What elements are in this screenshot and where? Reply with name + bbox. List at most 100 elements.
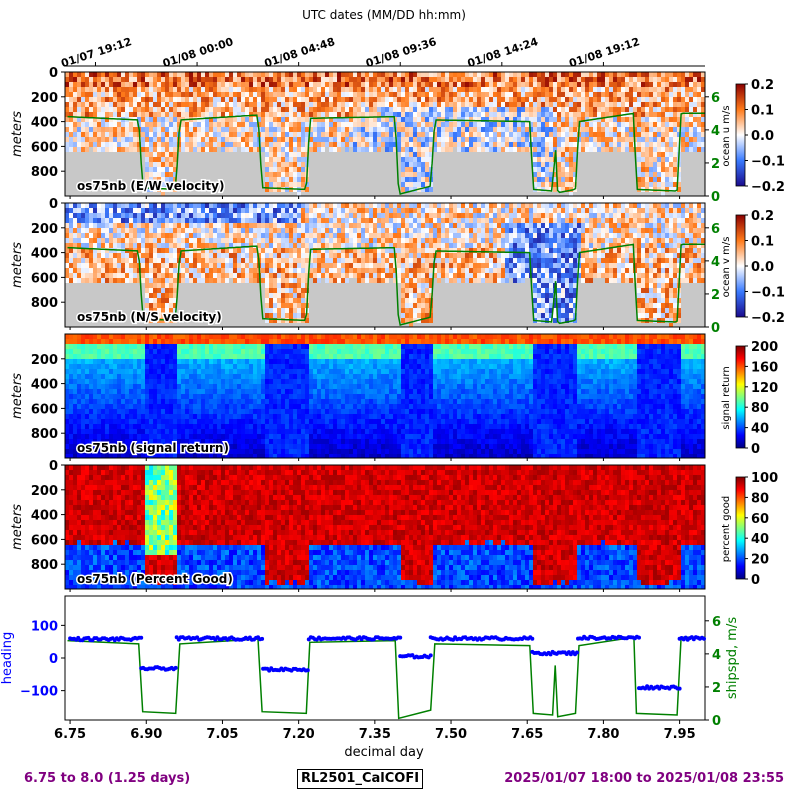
footer-day-range: 6.75 to 8.0 (1.25 days) <box>24 771 190 786</box>
pg-colorbar-label: percent good <box>721 496 732 562</box>
u-ytick-label: 400 <box>31 116 58 131</box>
v-ytick-label: 0 <box>49 197 58 212</box>
amp-colorbar-label: signal return <box>721 366 732 429</box>
pg-ytick-label: 800 <box>31 558 58 573</box>
pg-colorbar-tick: 0 <box>751 573 760 588</box>
u-colorbar-tick: 0.0 <box>751 129 774 144</box>
amp-panel-label: os75nb (signal return) <box>77 441 229 455</box>
u-colorbar-tick: 0.2 <box>751 78 774 93</box>
v-right-tick-label: 4 <box>711 255 720 270</box>
pg-colorbar-tick: 80 <box>751 491 769 506</box>
v-right-tick-label: 6 <box>711 222 720 237</box>
top-date-tick-label: 01/08 04:48 <box>263 35 337 70</box>
shipspd-tick-label: 6 <box>712 615 721 630</box>
pg-colorbar-tick: 100 <box>751 471 778 486</box>
nav-xtick-label: 7.05 <box>206 727 238 742</box>
pg-ytick-label: 400 <box>31 509 58 524</box>
heading-point <box>260 637 264 641</box>
heading-point <box>139 636 143 640</box>
top-date-tick-label: 01/07 19:12 <box>59 35 133 70</box>
u-ytick-label: 200 <box>31 91 58 106</box>
u-right-tick-label: 2 <box>711 157 720 172</box>
v-panel-label: os75nb (N/S velocity) <box>77 310 222 324</box>
amp-ytick-label: 800 <box>31 427 58 442</box>
nav-panel: 6.75 6.90 7.05 7.20 7.35 7.50 7.65 7.80 7.95 100 0… <box>0 596 740 760</box>
u-ytick-label: 600 <box>31 140 58 155</box>
amp-colorbar-tick: 0 <box>751 442 760 457</box>
nav-xtick-label: 6.75 <box>54 727 86 742</box>
v-colorbar-tick: 0.1 <box>751 235 774 250</box>
u-panel-label: os75nb (E/W velocity) <box>77 179 224 193</box>
heading-point <box>306 668 310 672</box>
v-colorbar-label: ocean v m/s <box>721 237 732 298</box>
shipspd-tick-label: 0 <box>712 714 721 729</box>
footer-date-range: 2025/01/07 18:00 to 2025/01/08 23:55 <box>504 771 784 786</box>
amp-ytick-label: 200 <box>31 353 58 368</box>
pg-ylabel: meters <box>10 504 25 550</box>
nav-xtick-label: 7.80 <box>587 727 619 742</box>
heading-axis-label: heading <box>0 632 15 685</box>
amp-ytick-label: 400 <box>31 378 58 393</box>
amp-ytick-label: 600 <box>31 402 58 417</box>
amp-colorbar-tick: 120 <box>751 381 778 396</box>
heading-point <box>530 637 534 641</box>
v-colorbar-tick: 0.0 <box>751 260 774 275</box>
heading-point <box>575 651 579 655</box>
heading-tick-label: 0 <box>49 652 58 667</box>
u-colorbar-label: ocean u m/s <box>721 105 732 166</box>
amp-colorbar-tick: 200 <box>751 340 778 355</box>
nav-xtick-label: 7.65 <box>511 727 543 742</box>
nav-xtick-label: 7.50 <box>435 727 467 742</box>
top-date-tick-label: 01/08 09:36 <box>364 35 438 70</box>
shipspd-tick-label: 2 <box>712 681 721 696</box>
v-right-tick-label: 0 <box>711 321 720 336</box>
amp-colorbar-tick: 40 <box>751 422 769 437</box>
heading-point <box>678 687 682 691</box>
v-ytick-label: 400 <box>31 247 58 262</box>
pg-panel-label: os75nb (Percent Good) <box>77 572 233 586</box>
top-date-tick-label: 01/08 00:00 <box>161 35 235 70</box>
pg-ytick-label: 600 <box>31 533 58 548</box>
amp-colorbar-tick: 80 <box>751 401 769 416</box>
v-colorbar-tick: −0.1 <box>751 286 785 301</box>
top-date-tick-label: 01/08 19:12 <box>567 35 641 70</box>
panels: os75nb (E/W velocity)0200400600800meters… <box>0 66 785 760</box>
shipspd-axis-label: shipspd, m/s <box>725 617 740 699</box>
nav-xtick-label: 7.95 <box>664 727 696 742</box>
heading-point <box>429 653 433 657</box>
u-ylabel: meters <box>10 111 25 157</box>
amp-colorbar <box>736 346 745 448</box>
u-ytick-label: 0 <box>49 66 58 81</box>
v-ytick-label: 600 <box>31 271 58 286</box>
v-colorbar-tick: 0.2 <box>751 209 774 224</box>
u-colorbar <box>736 84 745 186</box>
nav-xlabel: decimal day <box>344 745 424 760</box>
heading-point <box>174 666 178 670</box>
heading-point <box>702 637 706 641</box>
nav-xtick-label: 7.35 <box>359 727 391 742</box>
heading-point <box>637 636 641 640</box>
heading-point <box>398 636 402 640</box>
top-date-ticks: 01/07 19:12 01/08 00:00 01/08 04:48 01/08 0… <box>59 35 705 70</box>
footer-cruise-name: RL2501_CalCOFI <box>297 769 423 789</box>
pg-ytick-label: 200 <box>31 484 58 499</box>
pg-colorbar <box>736 477 745 579</box>
pg-colorbar-tick: 40 <box>751 532 769 547</box>
pg-colorbar-tick: 60 <box>751 512 769 527</box>
v-ytick-label: 200 <box>31 222 58 237</box>
nav-frame <box>65 596 705 720</box>
heading-tick-label: 100 <box>31 619 58 634</box>
nav-xtick-label: 7.20 <box>283 727 315 742</box>
pg-ytick-label: 0 <box>49 459 58 474</box>
u-right-tick-label: 4 <box>711 124 720 139</box>
u-colorbar-tick: −0.1 <box>751 155 785 170</box>
v-ytick-label: 800 <box>31 296 58 311</box>
nav-xtick-label: 6.90 <box>130 727 162 742</box>
u-ytick-label: 800 <box>31 165 58 180</box>
top-date-tick-label: 01/08 14:24 <box>466 35 540 70</box>
v-ylabel: meters <box>10 242 25 288</box>
u-right-tick-label: 0 <box>711 190 720 205</box>
v-colorbar-tick: −0.2 <box>751 311 785 326</box>
u-colorbar-tick: 0.1 <box>751 104 774 119</box>
